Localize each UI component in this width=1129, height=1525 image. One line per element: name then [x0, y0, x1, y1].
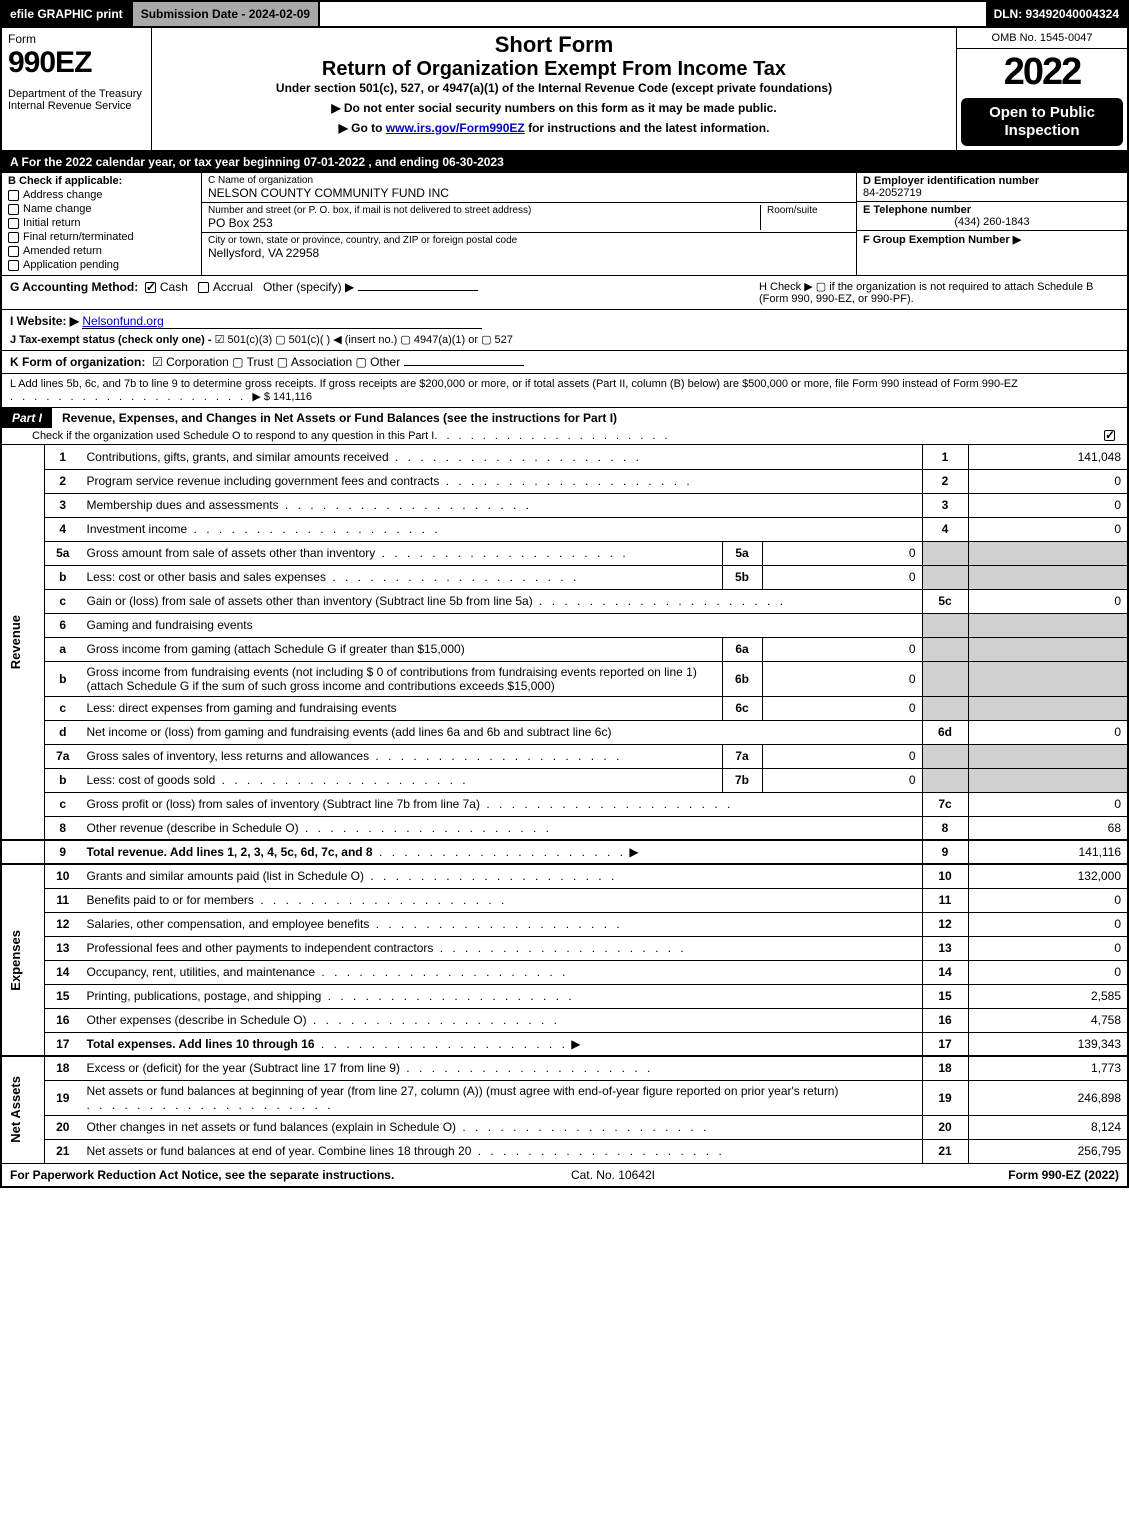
l-arrow: ▶ $: [252, 391, 270, 403]
dept-label: Department of the Treasury: [8, 88, 145, 100]
row-a-tax-year: A For the 2022 calendar year, or tax yea…: [0, 152, 1129, 173]
part-i-tag: Part I: [2, 408, 52, 428]
tax-year: 2022: [957, 49, 1127, 96]
org-city-row: City or town, state or province, country…: [202, 233, 856, 263]
city-value: Nellysford, VA 22958: [208, 246, 850, 260]
irs-link[interactable]: www.irs.gov/Form990EZ: [386, 121, 525, 135]
website-label: I Website: ▶: [10, 314, 79, 328]
amt-1: 141,048: [968, 445, 1128, 469]
col-d-ein: D Employer identification number 84-2052…: [857, 173, 1127, 275]
ein-value: 84-2052719: [863, 187, 1121, 199]
title-return: Return of Organization Exempt From Incom…: [158, 58, 950, 81]
ln-1: 1: [45, 445, 81, 469]
k-label: K Form of organization:: [10, 355, 145, 369]
g-label: G Accounting Method:: [10, 280, 138, 294]
chk-application-pending[interactable]: Application pending: [8, 259, 195, 271]
note-goto: ▶ Go to www.irs.gov/Form990EZ for instru…: [158, 121, 950, 135]
section-bcdef: B Check if applicable: Address change Na…: [0, 173, 1129, 276]
row-k: K Form of organization: ☑ Corporation ▢ …: [0, 351, 1129, 374]
subtitle: Under section 501(c), 527, or 4947(a)(1)…: [158, 81, 950, 95]
open-to-public: Open to Public Inspection: [961, 98, 1123, 146]
col-b-checkboxes: B Check if applicable: Address change Na…: [2, 173, 202, 275]
part-i-header: Part I Revenue, Expenses, and Changes in…: [0, 408, 1129, 445]
city-label: City or town, state or province, country…: [208, 235, 850, 246]
h-check: H Check ▶ ▢ if the organization is not r…: [759, 280, 1119, 305]
dln-label: DLN: 93492040004324: [986, 2, 1127, 26]
k-other-input[interactable]: [404, 365, 524, 366]
chk-name-change[interactable]: Name change: [8, 203, 195, 215]
row-l: L Add lines 5b, 6c, and 7b to line 9 to …: [0, 374, 1129, 408]
tel-value: (434) 260-1843: [863, 216, 1121, 228]
header-left: Form 990EZ Department of the Treasury In…: [2, 28, 152, 150]
chk-amended-return[interactable]: Amended return: [8, 245, 195, 257]
note-goto-post: for instructions and the latest informat…: [525, 121, 770, 135]
note-goto-pre: ▶ Go to: [339, 121, 386, 135]
lines-table: Revenue 1 Contributions, gifts, grants, …: [0, 445, 1129, 1164]
form-number: 990EZ: [8, 46, 145, 80]
title-short-form: Short Form: [158, 32, 950, 58]
l-value: 141,116: [273, 391, 312, 403]
efile-label: efile GRAPHIC print: [2, 2, 133, 26]
chk-accrual[interactable]: [198, 282, 209, 293]
footer-cat: Cat. No. 10642I: [571, 1168, 655, 1182]
addr-label: Number and street (or P. O. box, if mail…: [208, 205, 760, 216]
j-options: ☑ 501(c)(3) ▢ 501(c)( ) ◀ (insert no.) ▢…: [215, 334, 513, 346]
side-expenses: Expenses: [1, 864, 45, 1056]
col-c-org: C Name of organization NELSON COUNTY COM…: [202, 173, 857, 275]
chk-final-return[interactable]: Final return/terminated: [8, 231, 195, 243]
addr-value: PO Box 253: [208, 216, 760, 230]
website-link[interactable]: Nelsonfund.org: [82, 314, 482, 329]
form-header: Form 990EZ Department of the Treasury In…: [0, 28, 1129, 152]
part-i-schedule-o-check[interactable]: [1104, 430, 1115, 441]
chk-initial-return[interactable]: Initial return: [8, 217, 195, 229]
k-options: ☑ Corporation ▢ Trust ▢ Association ▢ Ot…: [152, 355, 400, 369]
omb-number: OMB No. 1545-0047: [957, 28, 1127, 49]
j-label: J Tax-exempt status (check only one) -: [10, 334, 212, 346]
other-specify-input[interactable]: [358, 290, 478, 291]
org-addr-row: Number and street (or P. O. box, if mail…: [202, 203, 856, 233]
footer-left: For Paperwork Reduction Act Notice, see …: [10, 1168, 394, 1182]
b-label: B Check if applicable:: [8, 175, 195, 187]
page-footer: For Paperwork Reduction Act Notice, see …: [0, 1164, 1129, 1188]
footer-right: Form 990-EZ (2022): [1008, 1168, 1119, 1182]
side-net-assets: Net Assets: [1, 1056, 45, 1163]
irs-label: Internal Revenue Service: [8, 100, 145, 112]
org-name-row: C Name of organization NELSON COUNTY COM…: [202, 173, 856, 203]
part-i-title: Revenue, Expenses, and Changes in Net As…: [52, 411, 1127, 425]
tel-label: E Telephone number: [863, 204, 1121, 216]
group-exemption-label: F Group Exemption Number ▶: [863, 233, 1121, 246]
chk-address-change[interactable]: Address change: [8, 189, 195, 201]
org-name-label: C Name of organization: [208, 175, 850, 186]
l-text: L Add lines 5b, 6c, and 7b to line 9 to …: [10, 378, 1018, 390]
chk-cash[interactable]: [145, 282, 156, 293]
row-g-h: G Accounting Method: Cash Accrual Other …: [0, 276, 1129, 310]
form-word: Form: [8, 32, 145, 46]
row-i-j: I Website: ▶ Nelsonfund.org J Tax-exempt…: [0, 310, 1129, 351]
side-revenue: Revenue: [1, 445, 45, 840]
header-right: OMB No. 1545-0047 2022 Open to Public In…: [957, 28, 1127, 150]
ein-label: D Employer identification number: [863, 175, 1121, 187]
note-ssn: ▶ Do not enter social security numbers o…: [158, 101, 950, 115]
room-label: Room/suite: [767, 205, 850, 216]
accounting-method: G Accounting Method: Cash Accrual Other …: [10, 280, 759, 294]
top-bar: efile GRAPHIC print Submission Date - 20…: [0, 0, 1129, 28]
submission-date: Submission Date - 2024-02-09: [133, 2, 320, 26]
part-i-subtitle: Check if the organization used Schedule …: [32, 430, 434, 442]
header-center: Short Form Return of Organization Exempt…: [152, 28, 957, 150]
org-name-value: NELSON COUNTY COMMUNITY FUND INC: [208, 186, 850, 200]
l-dots: [10, 391, 246, 403]
